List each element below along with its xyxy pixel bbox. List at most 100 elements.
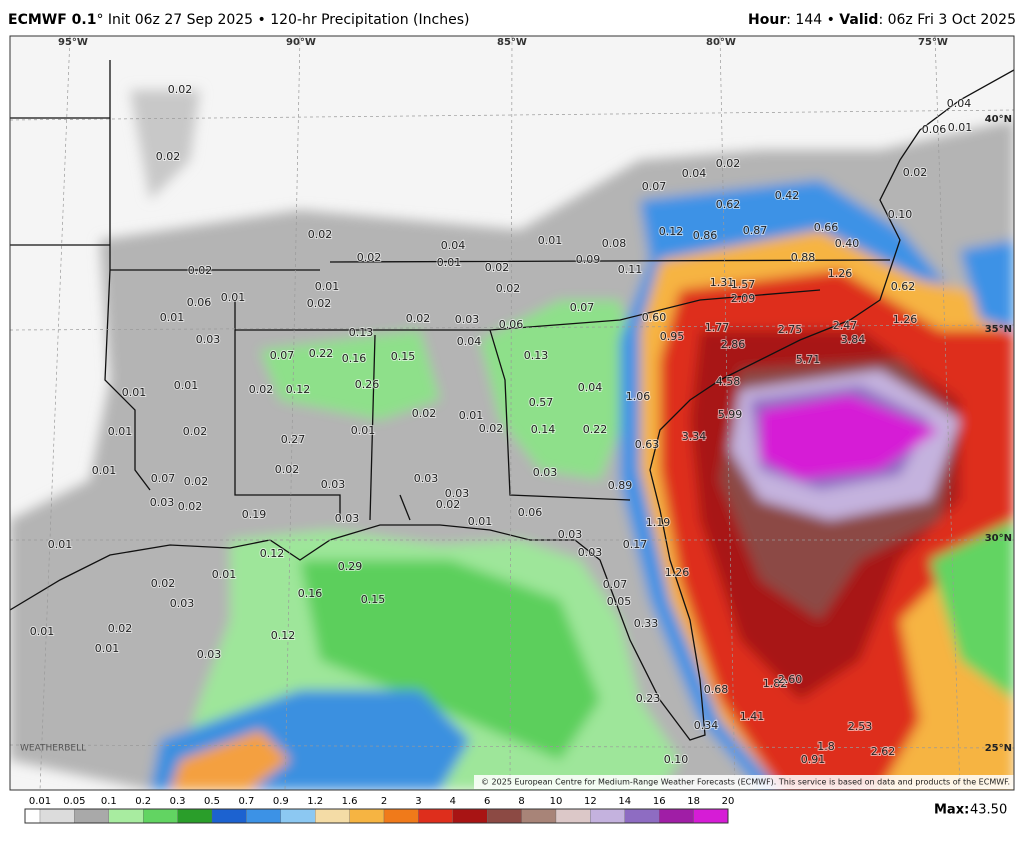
precip-value: 0.03	[533, 466, 558, 479]
legend-tick: 1.2	[307, 796, 323, 807]
precip-value: 0.26	[355, 378, 380, 391]
precip-value: 0.02	[357, 251, 382, 264]
legend-tick: 16	[653, 796, 666, 807]
precip-value: 0.01	[48, 538, 73, 551]
precip-value: 0.34	[694, 719, 719, 732]
precip-value: 0.62	[891, 280, 916, 293]
precip-value: 0.88	[791, 251, 816, 264]
legend-tick: 0.01	[29, 796, 51, 807]
legend-tick: 6	[484, 796, 490, 807]
precip-value: 0.01	[538, 234, 563, 247]
precip-value: 0.01	[160, 311, 185, 324]
precip-value: 0.04	[457, 335, 482, 348]
precip-value: 0.29	[338, 560, 363, 573]
hour-value: : 144 •	[786, 12, 839, 28]
precip-value: 0.02	[436, 498, 461, 511]
color-swatch	[246, 808, 281, 824]
precip-value: 0.40	[835, 237, 860, 250]
precip-value: 2.86	[721, 338, 746, 351]
valid-value: : 06z Fri 3 Oct 2025	[878, 12, 1016, 28]
precip-value: 0.01	[948, 121, 973, 134]
precip-value: 0.02	[716, 157, 741, 170]
precip-value: 0.19	[242, 508, 267, 521]
legend-tick: 2	[381, 796, 387, 807]
precip-value: 0.04	[682, 167, 707, 180]
hour-label: Hour	[748, 12, 786, 28]
model: ECMWF 0.1	[8, 12, 96, 28]
header-right: Hour: 144 • Valid: 06z Fri 3 Oct 2025	[748, 12, 1016, 28]
legend-tick: 0.7	[238, 796, 254, 807]
precip-value: 0.02	[307, 297, 332, 310]
precip-value: 0.03	[170, 597, 195, 610]
precip-value: 0.12	[271, 629, 296, 642]
precip-value: 0.01	[315, 280, 340, 293]
precip-value: 0.02	[406, 312, 431, 325]
color-swatch	[143, 808, 178, 824]
precip-value: 5.99	[718, 408, 743, 421]
precip-value: 1.26	[828, 267, 853, 280]
precip-value: 2.75	[778, 323, 803, 336]
precip-value: 3.34	[682, 430, 707, 443]
precip-value: 0.03	[445, 487, 470, 500]
precip-value: 0.66	[814, 221, 839, 234]
precip-value: 0.68	[704, 683, 729, 696]
precip-value: 1.8	[817, 740, 835, 753]
precip-value: 2.62	[871, 745, 896, 758]
lon-label: 90°W	[286, 37, 316, 48]
precip-value: 0.04	[441, 239, 466, 252]
precip-value: 0.02	[156, 150, 181, 163]
precip-value: 0.17	[623, 538, 648, 551]
precip-value: 1.19	[646, 516, 671, 529]
precip-value: 0.02	[108, 622, 133, 635]
precip-value: 0.03	[414, 472, 439, 485]
precip-value: 0.27	[281, 433, 306, 446]
precip-value: 1.06	[626, 390, 651, 403]
precip-value: 1.77	[705, 321, 730, 334]
precip-value: 0.07	[270, 349, 295, 362]
color-swatch	[555, 808, 591, 824]
legend-tick: 0.5	[204, 796, 220, 807]
color-swatch	[74, 808, 109, 824]
precip-value: 5.71	[796, 353, 821, 366]
precip-value: 0.01	[122, 386, 147, 399]
precip-value: 0.03	[558, 528, 583, 541]
precip-value: 0.04	[947, 97, 972, 110]
precip-value: 0.07	[603, 578, 628, 591]
precip-value: 0.09	[576, 253, 601, 266]
precip-value: 1.82	[763, 677, 788, 690]
legend-tick: 0.2	[135, 796, 151, 807]
color-swatch	[521, 808, 557, 824]
precip-value: 0.02	[275, 463, 300, 476]
precip-value: 2.47	[833, 319, 858, 332]
precip-value: 0.02	[183, 425, 208, 438]
precip-value: 0.02	[412, 407, 437, 420]
legend-tick: 8	[518, 796, 524, 807]
lon-label: 85°W	[497, 37, 527, 48]
precip-value: 1.57	[731, 278, 756, 291]
precip-value: 0.12	[260, 547, 285, 560]
legend-tick: 0.9	[273, 796, 289, 807]
precip-value: 0.06	[499, 318, 524, 331]
precip-value: 0.02	[308, 228, 333, 241]
legend-tick: 3	[415, 796, 421, 807]
precip-value: 2.60	[778, 673, 803, 686]
legend-tick: 0.05	[63, 796, 85, 807]
legend-tick: 12	[584, 796, 597, 807]
subtitle: ° Init 06z 27 Sep 2025 • 120-hr Precipit…	[96, 12, 469, 28]
color-swatch	[108, 808, 144, 824]
precip-value: 0.02	[485, 261, 510, 274]
precip-value: 1.41	[740, 710, 765, 723]
precip-value: 0.12	[659, 225, 684, 238]
precip-value: 0.13	[524, 349, 549, 362]
precip-value: 0.86	[693, 229, 718, 242]
precip-value: 0.02	[151, 577, 176, 590]
precip-value: 0.02	[903, 166, 928, 179]
precip-value: 0.89	[608, 479, 633, 492]
precip-value: 0.06	[922, 123, 947, 136]
lon-label: 95°W	[58, 37, 88, 48]
precip-value: 0.57	[529, 396, 554, 409]
precip-value: 0.03	[197, 648, 222, 661]
max-value: 43.50	[970, 803, 1007, 818]
lat-label: 25°N	[985, 743, 1012, 754]
precip-value: 0.33	[634, 617, 659, 630]
